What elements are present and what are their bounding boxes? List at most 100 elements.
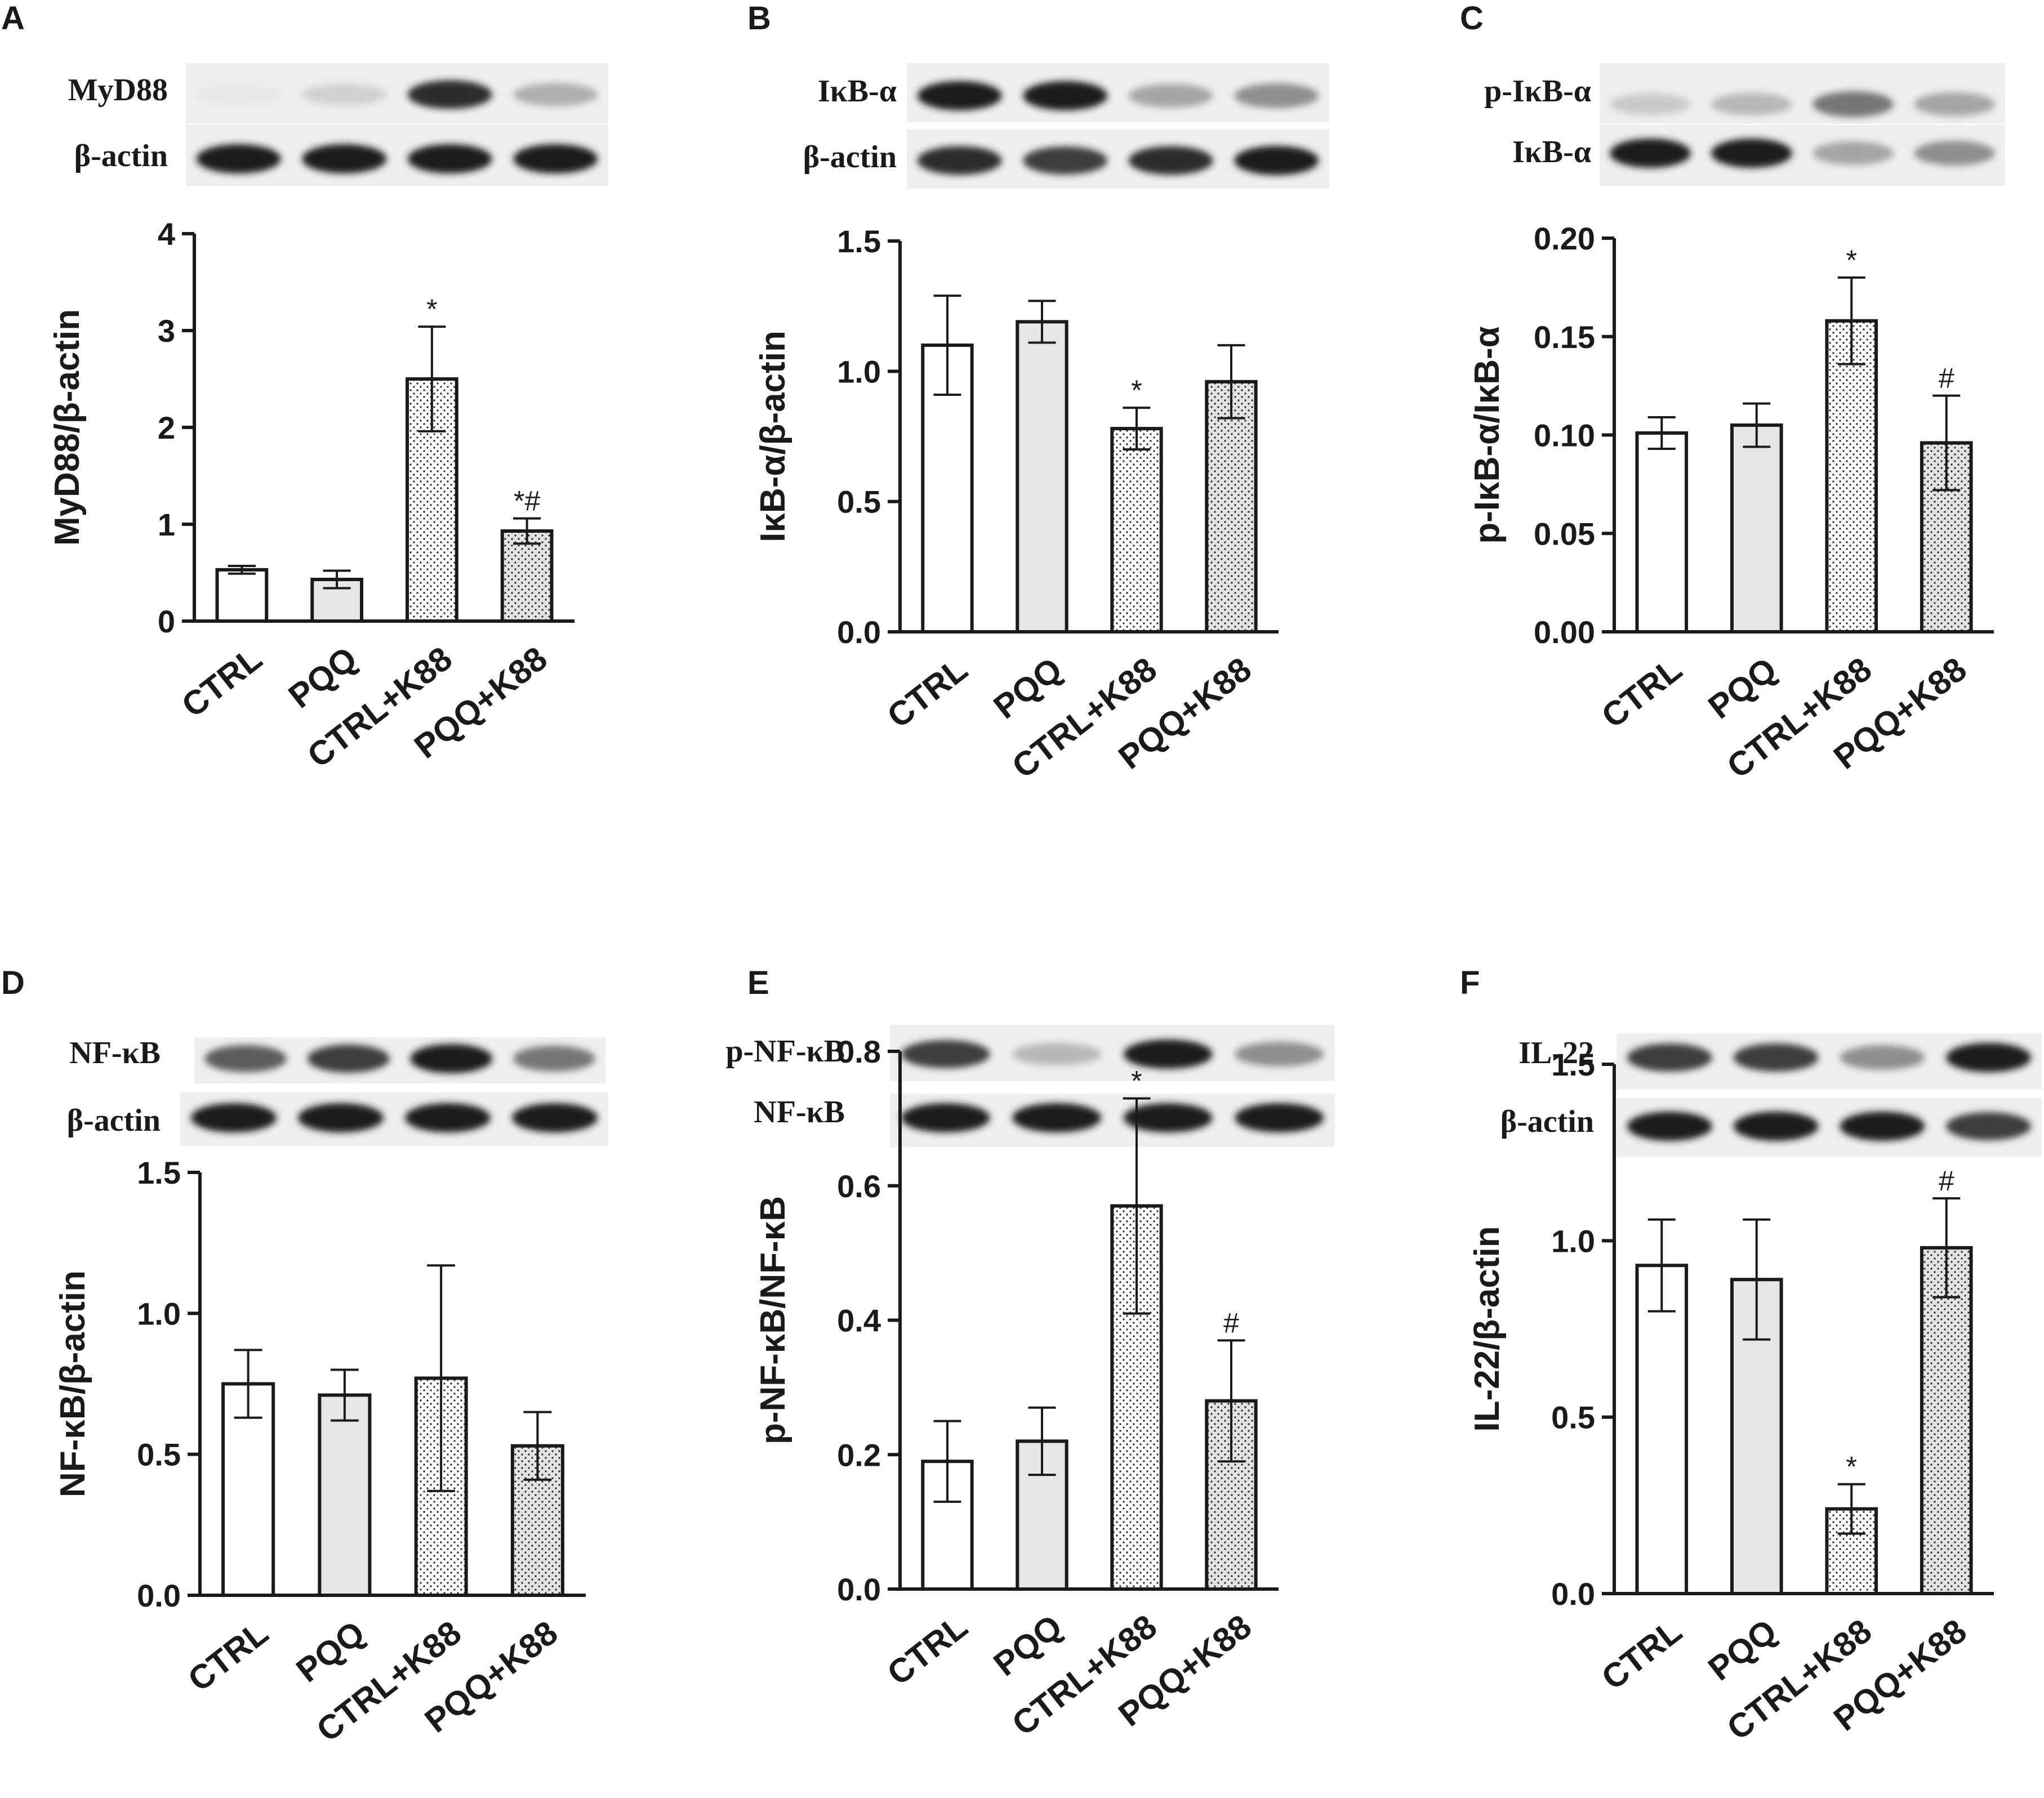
y-tick-label: 1.5 <box>837 224 881 259</box>
blot-label: NF-κB <box>69 1036 161 1070</box>
blot-band <box>901 1040 990 1068</box>
y-tick-label: 0.00 <box>1534 614 1595 650</box>
bar-ctrl-plus-k88 <box>1110 427 1163 633</box>
x-tick-label: CTRL <box>181 1613 275 1698</box>
y-tick-label: 0.15 <box>1534 319 1595 355</box>
blot-band <box>1627 1043 1712 1072</box>
blot-band <box>1023 81 1108 110</box>
blot-label: IκB-α <box>818 74 897 109</box>
y-tick-label: 0.5 <box>837 484 881 520</box>
y-tick-label: 0.4 <box>837 1303 881 1339</box>
blot-band <box>407 144 492 173</box>
blot-label: β-actin <box>1500 1104 1594 1139</box>
y-tick-label: 0.8 <box>837 1034 881 1069</box>
y-axis-title: IκB-α/β-actin <box>754 331 792 542</box>
x-tick-label: PQQ <box>987 650 1069 726</box>
blot-band <box>901 1103 990 1132</box>
panel-c: Cp-IκB-α IκB-α 0.00 0.05 0.10 0.15 0.20 p-IκB-α… <box>1460 0 2005 786</box>
bar-ctrl <box>1635 431 1689 633</box>
y-axis-title: NF-κB/β-actin <box>54 1270 92 1497</box>
blot-band <box>1914 141 1995 166</box>
y-tick-label: 0.5 <box>137 1437 181 1473</box>
blot-band <box>512 1103 598 1132</box>
x-tick-label: CTRL <box>880 650 974 735</box>
y-tick-label: 2 <box>158 410 175 445</box>
blot-band <box>1733 1043 1819 1072</box>
significance-marker: * <box>1131 1065 1142 1097</box>
significance-marker: * <box>1846 1451 1857 1483</box>
blot-band <box>407 80 492 109</box>
blot-band <box>1914 92 1995 116</box>
bar-pqq <box>318 1393 372 1597</box>
panel-f: F IL-22 β-actin 0.0 0.5 1.0 1.5 IL-22/β-actin CT… <box>1460 965 2042 1747</box>
y-tick-label: 0.10 <box>1534 418 1595 453</box>
panel-e: Ep-NF-κB NF-κB 0.0 0.2 0.4 0.6 0.8 p-NF-κB/NF-κ… <box>725 965 1335 1743</box>
y-tick-label: 1 <box>158 507 175 542</box>
blot-band <box>1235 1042 1324 1067</box>
x-tick-label: PQQ <box>1701 650 1783 726</box>
blot-label: β-actin <box>74 139 168 173</box>
x-tick-label: PQQ <box>290 1613 372 1689</box>
y-tick-label: 1.5 <box>1551 1047 1595 1082</box>
y-tick-label: 0.0 <box>137 1578 181 1613</box>
blot-band <box>298 1103 384 1132</box>
y-tick-label: 3 <box>158 313 175 349</box>
panel-b: B IκB-α β-actin 0.0 0.5 1.0 1.5 IκB-α/β-actin CT… <box>747 0 1329 786</box>
y-tick-label: 0.0 <box>837 614 881 650</box>
blot-band <box>1946 1043 2032 1072</box>
blot-band <box>1128 146 1213 175</box>
y-tick-label: 0.0 <box>837 1572 881 1607</box>
blot-label: p-NF-κB <box>725 1034 845 1069</box>
blot-label: β-actin <box>803 140 897 175</box>
blot-band <box>410 1044 493 1073</box>
panel-d: D NF-κB β-actin 0.0 0.5 1.0 1.5 NF-κB/β-actin CT… <box>1 965 608 1749</box>
x-tick-label: PQQ <box>987 1607 1069 1683</box>
y-axis-title: p-NF-κB/NF-κB <box>754 1196 792 1444</box>
y-tick-label: 1.5 <box>137 1155 181 1190</box>
blot-band <box>1610 139 1691 168</box>
y-tick-label: 0.2 <box>837 1437 881 1473</box>
x-tick-label: PQQ <box>282 639 364 715</box>
blot-band <box>1813 141 1894 165</box>
blot-band <box>1023 146 1108 175</box>
y-tick-label: 0 <box>158 604 175 639</box>
x-tick-label: CTRL <box>1595 1612 1689 1697</box>
bar-pqq-plus-k88 <box>1205 380 1258 634</box>
significance-marker: * <box>1131 374 1142 406</box>
x-tick-label: CTRL <box>1595 650 1689 735</box>
bar-ctrl-plus-k88 <box>1825 319 1878 633</box>
bar-pqq-plus-k88 <box>1920 1246 1973 1596</box>
blot-band <box>1012 1043 1102 1065</box>
y-tick-label: 0.05 <box>1534 516 1595 551</box>
y-axis-title: MyD88/β-actin <box>48 309 87 546</box>
blot-band <box>196 85 281 104</box>
blot-band <box>513 1046 595 1072</box>
blot-label: p-IκB-α <box>1484 74 1591 109</box>
y-tick-label: 1.0 <box>137 1296 181 1331</box>
y-tick-label: 1.0 <box>837 354 881 389</box>
blot-band <box>1840 1112 1925 1141</box>
y-tick-label: 0.6 <box>837 1168 881 1204</box>
significance-marker: # <box>1223 1307 1239 1339</box>
panel-label: D <box>1 965 25 1001</box>
blot-band <box>1711 93 1792 115</box>
blot-label: NF-κB <box>754 1095 845 1130</box>
blot-band <box>1610 93 1691 115</box>
bar-ctrl <box>921 1460 974 1591</box>
y-axis-title: IL-22/β-actin <box>1468 1226 1507 1431</box>
blot-band <box>1123 1039 1213 1069</box>
y-tick-label: 0.0 <box>1551 1576 1595 1612</box>
bar-ctrl <box>215 568 269 623</box>
y-tick-label: 4 <box>158 216 175 252</box>
blot-band <box>917 146 1002 175</box>
y-tick-label: 0.5 <box>1551 1400 1595 1435</box>
blot-label: MyD88 <box>68 73 168 108</box>
blot-band <box>307 1045 390 1073</box>
blot-band <box>1733 1112 1819 1141</box>
bar-ctrl <box>1635 1264 1689 1595</box>
blot-band <box>1235 1103 1324 1132</box>
x-tick-label: PQQ <box>1701 1612 1783 1688</box>
panel-label: C <box>1460 0 1484 37</box>
blot-band <box>191 1103 277 1132</box>
